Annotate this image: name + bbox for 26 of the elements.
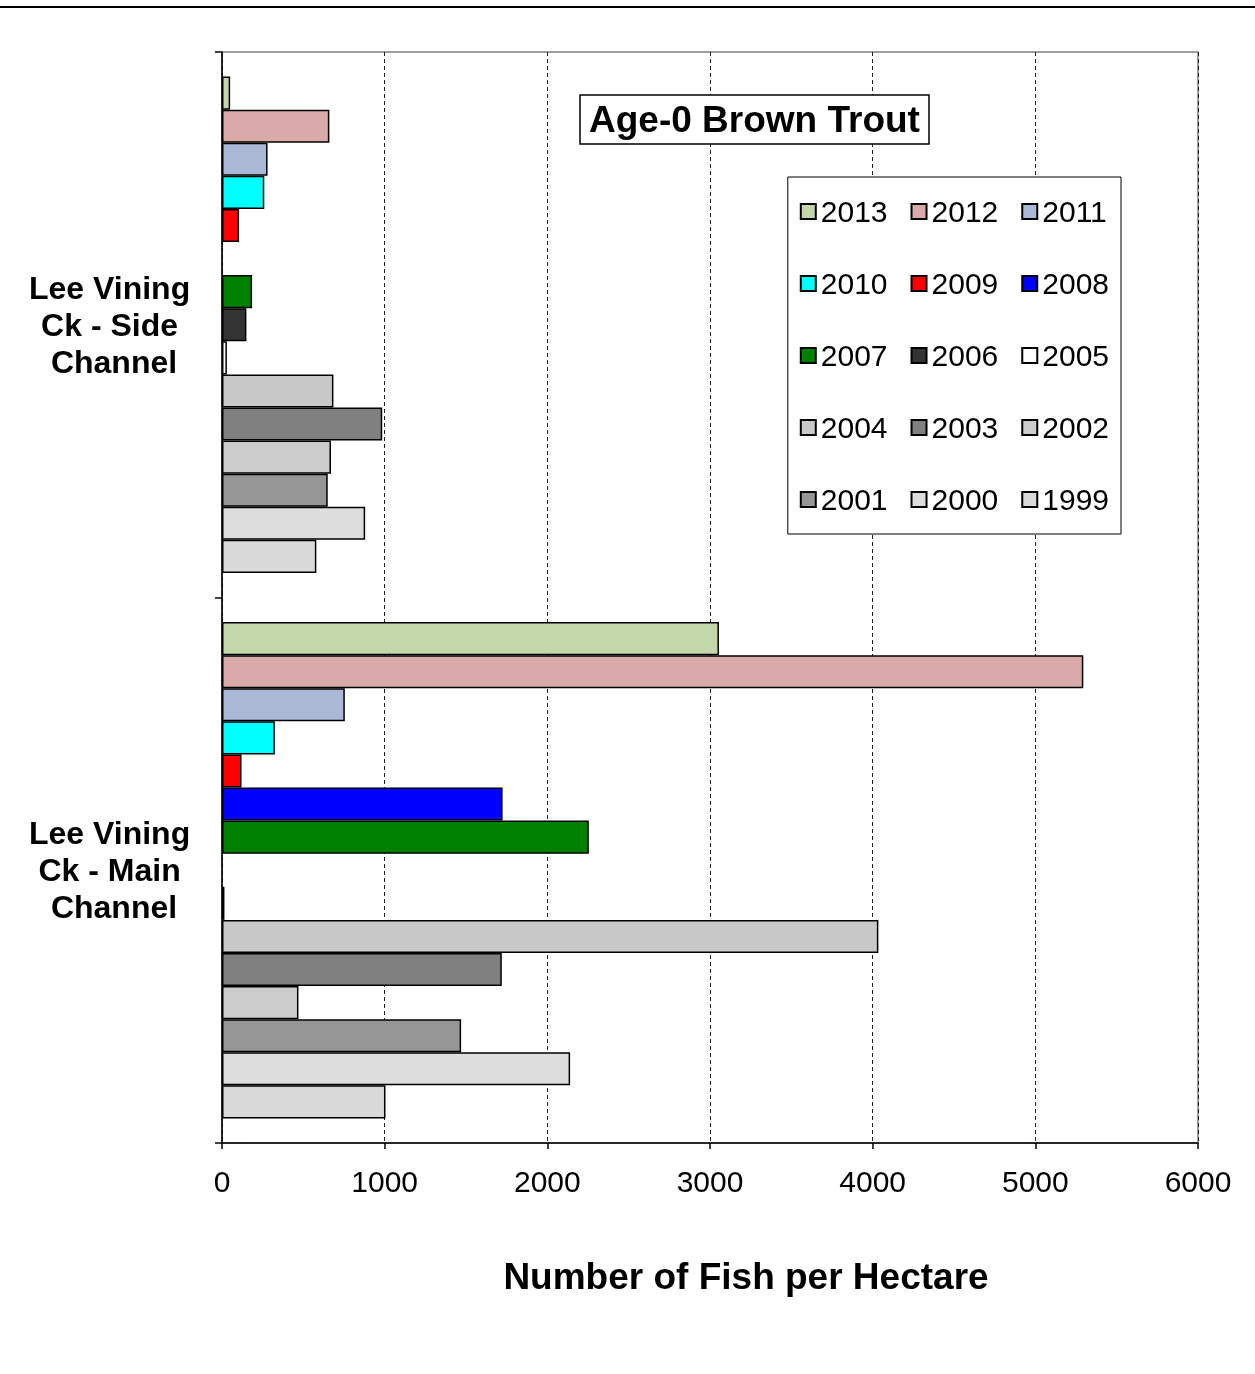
y-tick-label: Lee Vining Ck - Main Channel bbox=[28, 815, 200, 926]
legend-label: 2004 bbox=[820, 411, 888, 444]
legend-label: 2007 bbox=[820, 339, 888, 372]
legend-label: 2009 bbox=[931, 267, 999, 300]
legend-label: 2002 bbox=[1042, 411, 1110, 444]
legend-label: 2010 bbox=[820, 267, 888, 300]
x-tick-label: 1000 bbox=[351, 1164, 419, 1198]
legend-label: 2011 bbox=[1042, 195, 1107, 228]
legend-label: 2012 bbox=[931, 195, 999, 228]
x-tick-label: 6000 bbox=[1164, 1164, 1232, 1198]
x-axis-title: Number of Fish per Hectare bbox=[503, 1256, 989, 1297]
x-tick-label: 2000 bbox=[513, 1164, 581, 1198]
legend-label: 2013 bbox=[820, 195, 888, 228]
legend-label: 2001 bbox=[820, 483, 888, 516]
x-tick-label: 3000 bbox=[676, 1164, 744, 1198]
y-tick-label: Lee Vining Ck - Side Channel bbox=[28, 269, 200, 380]
legend-label: 2006 bbox=[931, 339, 999, 372]
legend-label: 2008 bbox=[1042, 267, 1110, 300]
text: Age-0 Brown Trout bbox=[589, 99, 920, 140]
legend-label: 2000 bbox=[931, 483, 999, 516]
legend-label: 2003 bbox=[931, 411, 999, 444]
legend-label: 1999 bbox=[1042, 483, 1110, 516]
x-tick-label: 5000 bbox=[1001, 1164, 1069, 1198]
x-tick-label: 0 bbox=[213, 1164, 231, 1198]
x-tick-label: 4000 bbox=[839, 1164, 907, 1198]
legend-label: 2005 bbox=[1042, 339, 1110, 372]
